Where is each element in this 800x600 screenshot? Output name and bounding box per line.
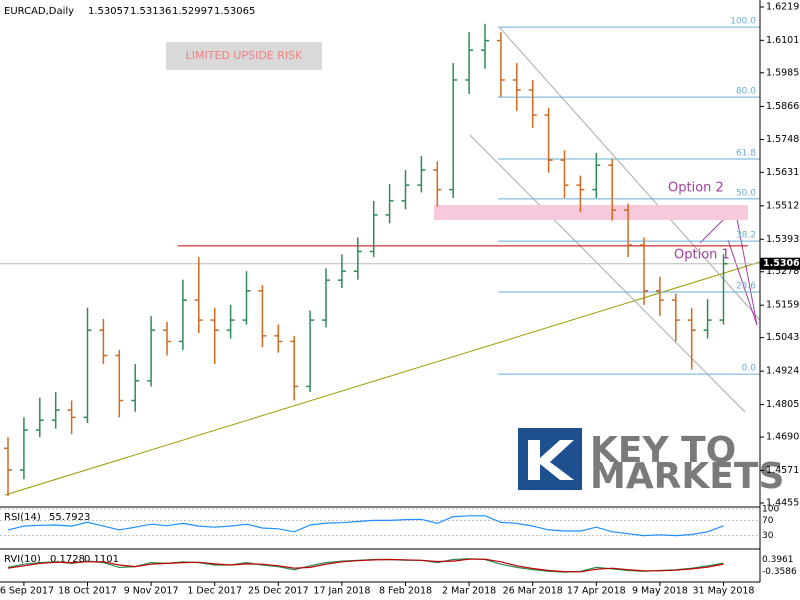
supply-zone xyxy=(434,205,748,220)
channel-line xyxy=(469,134,746,413)
y-tick-label: 1.61010 xyxy=(766,35,800,46)
y-tick-label: 1.48055 xyxy=(766,399,800,410)
rvi-tick-label: 0.3961 xyxy=(762,555,794,565)
fib-label: 80.0 xyxy=(736,87,756,97)
logo-text: MARKETS xyxy=(590,456,784,497)
x-tick-label: 2 Mar 2018 xyxy=(442,586,496,597)
x-tick-label: 8 Feb 2018 xyxy=(379,586,432,597)
logo-k xyxy=(528,440,574,480)
fib-label: 50.0 xyxy=(736,188,756,198)
y-tick-label: 1.53935 xyxy=(766,234,800,245)
y-tick-label: 1.59855 xyxy=(766,67,800,78)
y-tick-label: 1.56315 xyxy=(766,167,800,178)
rvi-name: RVI(10) xyxy=(4,554,41,565)
option-label: Option 1 xyxy=(674,248,730,263)
x-tick-label: 31 May 2018 xyxy=(693,586,755,597)
fib-label: 61.8 xyxy=(736,148,756,158)
y-tick-label: 1.45710 xyxy=(766,465,800,476)
y-tick-label: 1.51590 xyxy=(766,300,800,311)
fib-label: 0.0 xyxy=(742,364,757,374)
annotation-text: LIMITED UPSIDE RISK xyxy=(186,49,303,62)
current-price-label: 1.53065 xyxy=(763,258,800,269)
x-tick-label: 9 Nov 2017 xyxy=(124,586,179,597)
x-tick-label: 18 Oct 2017 xyxy=(58,586,117,597)
rvi-tick-label: -0.3586 xyxy=(762,567,797,577)
rvi-value: 0.1101 xyxy=(84,554,119,565)
fib-label: 100.0 xyxy=(730,17,756,27)
drawing-objects xyxy=(0,26,761,496)
y-tick-label: 1.44555 xyxy=(766,498,800,509)
x-tick-label: 9 May 2018 xyxy=(632,586,688,597)
x-tick-label: 1 Dec 2017 xyxy=(187,586,242,597)
x-tick-label: 17 Apr 2018 xyxy=(567,586,626,597)
x-tick-label: 26 Sep 2017 xyxy=(0,586,54,597)
channel-line xyxy=(499,27,761,321)
option-label: Option 2 xyxy=(668,181,724,196)
option-1-path xyxy=(727,239,758,326)
y-tick-label: 1.52780 xyxy=(766,266,800,277)
y-tick-label: 1.57480 xyxy=(766,134,800,145)
rsi-name: RSI(14) xyxy=(4,512,41,523)
fib-label: 23.6 xyxy=(736,281,756,291)
y-tick-label: 1.46900 xyxy=(766,432,800,443)
rsi-tick-label: 30 xyxy=(762,531,774,541)
x-tick-label: 25 Dec 2017 xyxy=(248,586,309,597)
x-tick-label: 17 Jan 2018 xyxy=(313,586,370,597)
fib-label: 38.2 xyxy=(736,231,756,241)
rvi-line xyxy=(7,558,724,573)
rsi-tick-label: 100 xyxy=(762,505,779,515)
annotation-box xyxy=(166,42,322,70)
rvi-value: 0.1728 xyxy=(50,554,85,565)
logo: KEY TO MARKETS xyxy=(518,428,784,497)
x-tick-label: 26 Mar 2018 xyxy=(503,586,563,597)
ohlc-value: 1.53057 xyxy=(88,6,129,17)
y-tick-label: 1.50435 xyxy=(766,332,800,343)
ohlc-value: 1.53065 xyxy=(214,6,255,17)
rsi-tick-label: 70 xyxy=(762,516,774,526)
rsi-value: 55.7923 xyxy=(49,512,90,523)
ohlc-value: 1.53136 xyxy=(130,6,171,17)
y-tick-label: 1.58660 xyxy=(766,101,800,112)
y-tick-label: 1.62195 xyxy=(766,2,800,13)
ohlc-value: 1.52997 xyxy=(172,6,213,17)
y-tick-label: 1.49245 xyxy=(766,366,800,377)
rsi-line xyxy=(7,515,724,537)
symbol: EURCAD,Daily xyxy=(4,6,74,17)
current-price-badge xyxy=(760,257,800,270)
y-tick-label: 1.55125 xyxy=(766,200,800,211)
logo-text: KEY TO xyxy=(590,430,736,471)
